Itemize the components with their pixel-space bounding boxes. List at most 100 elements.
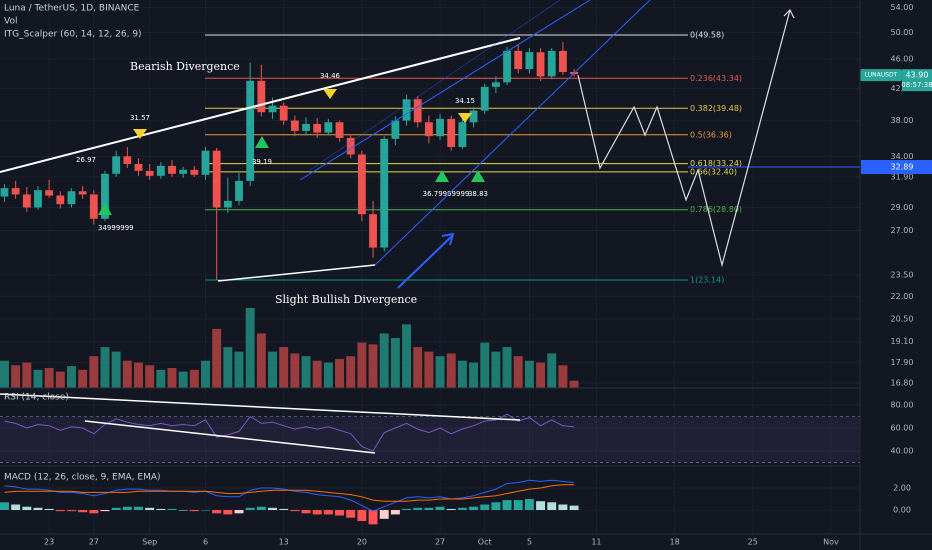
y-tick-label: 80.00 [891, 400, 914, 409]
macd-histogram-bar [100, 510, 110, 512]
macd-histogram-bar [0, 502, 9, 511]
candle-body [369, 214, 377, 248]
candle-body [89, 194, 98, 219]
candle-body [156, 165, 165, 176]
macd-histogram-bar [122, 506, 132, 511]
candle-body [491, 82, 500, 87]
volume-bar [234, 351, 244, 388]
channel-line [309, 0, 561, 171]
annotation: Bearish Divergence [130, 60, 240, 73]
macd-histogram-bar [134, 506, 143, 511]
bullish-trendline [217, 264, 376, 282]
candle-body [469, 110, 478, 123]
candle-body [168, 165, 176, 174]
y-tick-label: 29.00 [891, 203, 914, 212]
candle-body [413, 99, 422, 123]
candle-body [45, 190, 54, 196]
macd-histogram-bar [234, 510, 244, 514]
volume-bar [100, 347, 110, 388]
macd-histogram-bar [145, 507, 155, 511]
macd-histogram-bar [379, 510, 389, 519]
y-tick-label: 31.90 [891, 172, 914, 181]
candle-body [324, 122, 333, 133]
volume-bar [312, 360, 322, 388]
candle-body [201, 150, 210, 175]
macd-histogram-bar [513, 500, 523, 511]
volume-bar [145, 365, 155, 388]
y-tick-label: 46.00 [891, 55, 914, 64]
volume-bar [346, 356, 356, 388]
volume-bar [379, 333, 389, 388]
candle-body [223, 200, 232, 208]
macd-histogram-bar [536, 501, 546, 511]
candle-body [212, 150, 221, 208]
candle-body [357, 154, 366, 215]
sell-signal [458, 113, 472, 123]
volume-bar [256, 333, 266, 388]
rsi-trendline [0, 393, 521, 421]
macd-histogram-bar [446, 508, 456, 511]
volume-bar [189, 369, 199, 388]
macd-histogram-bar [11, 504, 21, 511]
x-tick-label: 6 [203, 538, 208, 547]
volume-bar [402, 324, 412, 388]
x-tick-label: 25 [748, 538, 758, 547]
macd-histogram-bar [569, 505, 579, 511]
volume-bar [212, 328, 222, 388]
x-tick-label: 5 [527, 538, 532, 547]
annotation: 31.57 [130, 114, 150, 122]
macd-histogram-bar [212, 510, 222, 514]
candle-body [559, 50, 567, 72]
candle-body [190, 169, 199, 175]
candle-body [56, 195, 65, 205]
candle-body [101, 173, 109, 219]
arrowhead [441, 232, 455, 246]
signal-line [4, 484, 575, 502]
annotation: 36.79999999 [423, 190, 470, 198]
last-price-text: 43.90 [906, 71, 929, 80]
macd-histogram-bar [89, 510, 99, 514]
buy-signal [255, 136, 269, 148]
candle-body [78, 191, 87, 195]
drawings [0, 0, 795, 454]
macd-histogram-bar [245, 507, 255, 511]
volume-bar [55, 371, 65, 388]
volume-bar [67, 366, 76, 388]
macd-histogram-bar [457, 507, 467, 511]
annotation: 38.83 [468, 190, 488, 198]
channel-line [374, 0, 651, 266]
candle-body [424, 122, 433, 137]
symbol-tag [860, 69, 902, 82]
macd-histogram-bar [156, 508, 166, 511]
x-tick-label: Nov [823, 538, 839, 547]
volume-bar [122, 360, 132, 388]
fib-label: 0(49.58) [690, 31, 724, 40]
volume-bar [491, 351, 501, 388]
candle-body [0, 188, 9, 197]
macd-histogram-bar [502, 500, 512, 511]
volume-bar [323, 362, 333, 388]
y-tick-label: 40.00 [891, 446, 914, 455]
candle-body [246, 80, 255, 181]
macd-histogram-bar [357, 510, 367, 522]
x-tick-label: 23 [44, 538, 54, 547]
projection-path [577, 9, 791, 268]
rsi-line [4, 413, 575, 452]
buy-signal [98, 203, 112, 215]
candle-body [391, 120, 400, 139]
labels: Luna / TetherUS, 1D, BINANCE Vol ITG_Sca… [4, 4, 161, 483]
channel-line [299, 0, 591, 181]
y-tick-label: 16.80 [891, 378, 914, 387]
x-tick-label: 20 [357, 538, 367, 547]
annotation: 34.15 [455, 97, 475, 105]
price-tag-text: 32.89 [891, 162, 914, 171]
volume-bar [0, 360, 9, 388]
volume-bar [11, 365, 21, 388]
candle-body [402, 99, 411, 121]
macd-histogram-bar [390, 510, 400, 515]
candle-body [11, 188, 20, 195]
candle-body [123, 156, 132, 164]
sell-signal [133, 129, 147, 139]
y-tick-label: 2.00 [893, 484, 911, 493]
macd-histogram-bar [413, 507, 423, 511]
